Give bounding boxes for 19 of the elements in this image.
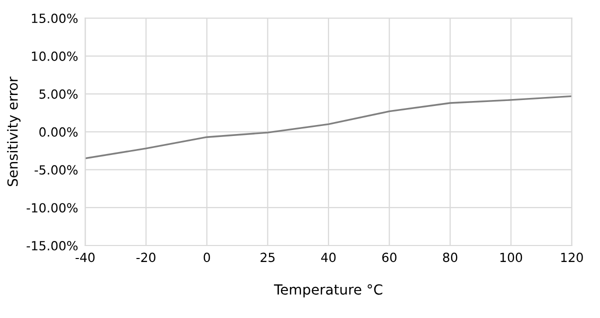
x-tick-label: -20 xyxy=(136,252,156,262)
y-tick-label: 15.00% xyxy=(32,14,78,24)
y-tick-label: -10.00% xyxy=(26,203,78,213)
x-tick-label: 80 xyxy=(443,252,458,262)
y-tick-label: 5.00% xyxy=(40,89,78,99)
x-tick-label: -40 xyxy=(76,252,95,262)
x-tick-label: 60 xyxy=(382,252,396,262)
x-axis-title: Temperature °C xyxy=(274,284,382,298)
x-tick-label: 0 xyxy=(204,252,210,262)
x-tick-label: 40 xyxy=(321,252,336,262)
x-tick-label: 25 xyxy=(260,252,275,262)
x-tick-label: 120 xyxy=(561,252,583,262)
x-tick-label: 100 xyxy=(500,252,522,262)
y-axis-title: Sensitivity error xyxy=(7,76,21,186)
line-series xyxy=(85,95,572,160)
y-tick-label: 10.00% xyxy=(32,51,78,61)
y-tick-label: -5.00% xyxy=(34,165,78,175)
y-tick-label: 0.00% xyxy=(39,127,78,137)
y-tick-label: -15.00% xyxy=(26,240,78,250)
